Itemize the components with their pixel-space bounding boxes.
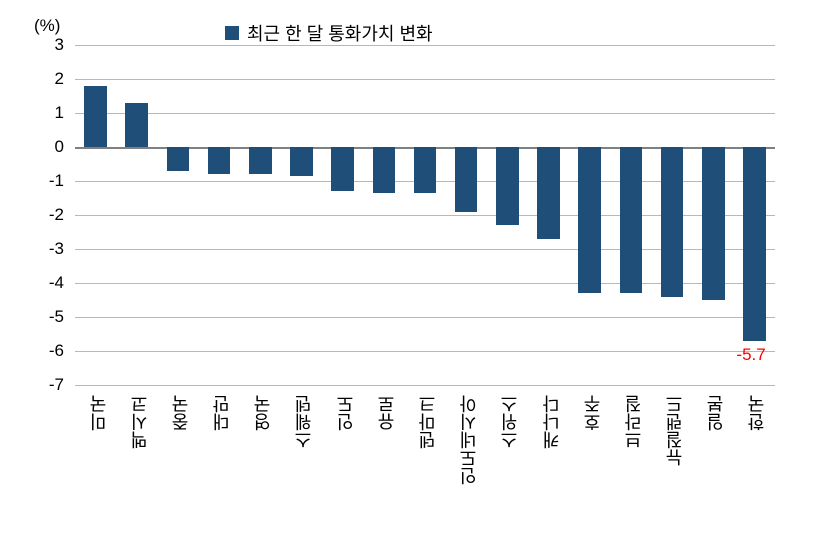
bar [373, 147, 396, 193]
y-tick-label: 2 [14, 69, 64, 89]
gridline [75, 79, 775, 80]
x-tick-label: 인도 [333, 395, 359, 431]
legend: 최근 한 달 통화가치 변화 [225, 20, 433, 46]
bar [331, 147, 354, 191]
x-tick-label: 대만 [209, 395, 235, 431]
x-axis-labels: 미국 멕시코 중국 대만 영국 스웨덴 인도 유로 덴마크 인도네시아 스위스 캐나다 호주 브라질 뉴질랜… [75, 390, 775, 540]
bar [661, 147, 684, 297]
y-tick-label: -4 [14, 273, 64, 293]
bar [167, 147, 190, 171]
bar [578, 147, 601, 293]
bar [537, 147, 560, 239]
gridline [75, 113, 775, 114]
x-tick-label: 덴마크 [415, 395, 441, 449]
y-tick-label: 0 [14, 137, 64, 157]
legend-label: 최근 한 달 통화가치 변화 [247, 20, 433, 46]
x-tick-label: 호주 [580, 395, 606, 431]
bar [84, 86, 107, 147]
x-tick-label: 스위스 [497, 395, 523, 449]
bar [743, 147, 766, 341]
plot-area [75, 45, 775, 385]
x-tick-label: 캐나다 [539, 395, 565, 449]
y-tick-label: -6 [14, 341, 64, 361]
y-tick-label: 3 [14, 35, 64, 55]
gridline [75, 45, 775, 46]
x-tick-label: 인도네시아 [456, 395, 482, 485]
x-tick-label: 일본 [703, 395, 729, 431]
bar [249, 147, 272, 174]
highlight-data-label: -5.7 [736, 345, 765, 365]
y-tick-label: 1 [14, 103, 64, 123]
bar [414, 147, 437, 193]
x-tick-label: 멕시코 [127, 395, 153, 449]
x-tick-label: 중국 [168, 395, 194, 431]
bar [455, 147, 478, 212]
x-tick-label: 브라질 [621, 395, 647, 449]
gridline [75, 351, 775, 352]
y-tick-label: -5 [14, 307, 64, 327]
chart-container: (%) 최근 한 달 통화가치 변화 3 2 1 0 -1 -2 -3 -4 -5 -6 -7 미국… [10, 10, 804, 549]
bar [125, 103, 148, 147]
y-axis-unit: (%) [34, 16, 60, 36]
x-tick-label: 미국 [86, 395, 112, 431]
bar [620, 147, 643, 293]
bar [496, 147, 519, 225]
x-tick-label: 유로 [374, 395, 400, 431]
gridline [75, 317, 775, 318]
y-tick-label: -3 [14, 239, 64, 259]
bar [702, 147, 725, 300]
x-tick-label: 한국 [744, 395, 770, 431]
x-tick-label: 스웨덴 [291, 395, 317, 449]
x-tick-label: 영국 [250, 395, 276, 431]
gridline [75, 385, 775, 386]
y-tick-label: -1 [14, 171, 64, 191]
bar [208, 147, 231, 174]
bar [290, 147, 313, 176]
x-tick-label: 뉴질랜드 [662, 395, 688, 467]
legend-swatch [225, 26, 239, 40]
y-tick-label: -7 [14, 375, 64, 395]
y-tick-label: -2 [14, 205, 64, 225]
